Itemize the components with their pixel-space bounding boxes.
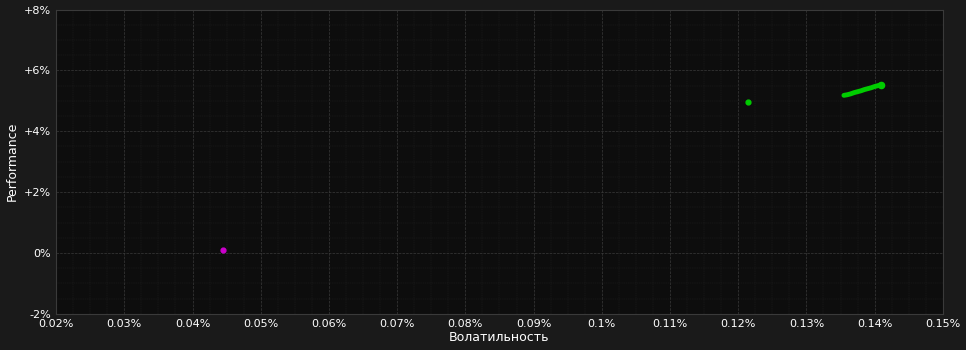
Point (215, 247, 231, 253)
Y-axis label: Performance: Performance (6, 122, 18, 201)
Point (873, 82, 889, 88)
Point (741, 99, 756, 105)
X-axis label: Волатильность: Волатильность (449, 331, 550, 344)
